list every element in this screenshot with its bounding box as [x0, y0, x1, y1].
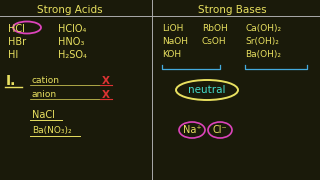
Text: neutral: neutral [188, 85, 226, 95]
Text: anion: anion [32, 90, 57, 99]
Text: KOH: KOH [162, 50, 181, 59]
Text: HClO₄: HClO₄ [58, 24, 86, 34]
Text: Ba(NO₃)₂: Ba(NO₃)₂ [32, 126, 72, 135]
Text: H₂SO₄: H₂SO₄ [58, 50, 87, 60]
Text: Ba(OH)₂: Ba(OH)₂ [245, 50, 281, 59]
Text: RbOH: RbOH [202, 24, 228, 33]
Text: NaOH: NaOH [162, 37, 188, 46]
Text: X: X [102, 90, 110, 100]
Text: I.: I. [6, 74, 16, 88]
Text: CsOH: CsOH [202, 37, 227, 46]
Text: Na⁺: Na⁺ [183, 125, 201, 135]
Text: Sr(OH)₂: Sr(OH)₂ [245, 37, 279, 46]
Text: X: X [102, 76, 110, 86]
Text: LiOH: LiOH [162, 24, 183, 33]
Text: NaCl: NaCl [32, 110, 55, 120]
Text: HCl: HCl [8, 24, 25, 34]
Text: HBr: HBr [8, 37, 26, 47]
Text: Strong Bases: Strong Bases [198, 5, 266, 15]
Text: HNO₃: HNO₃ [58, 37, 84, 47]
Text: cation: cation [32, 76, 60, 85]
Text: Strong Acids: Strong Acids [37, 5, 103, 15]
Text: Cl⁻: Cl⁻ [213, 125, 227, 135]
Text: Ca(OH)₂: Ca(OH)₂ [245, 24, 281, 33]
Text: HI: HI [8, 50, 18, 60]
